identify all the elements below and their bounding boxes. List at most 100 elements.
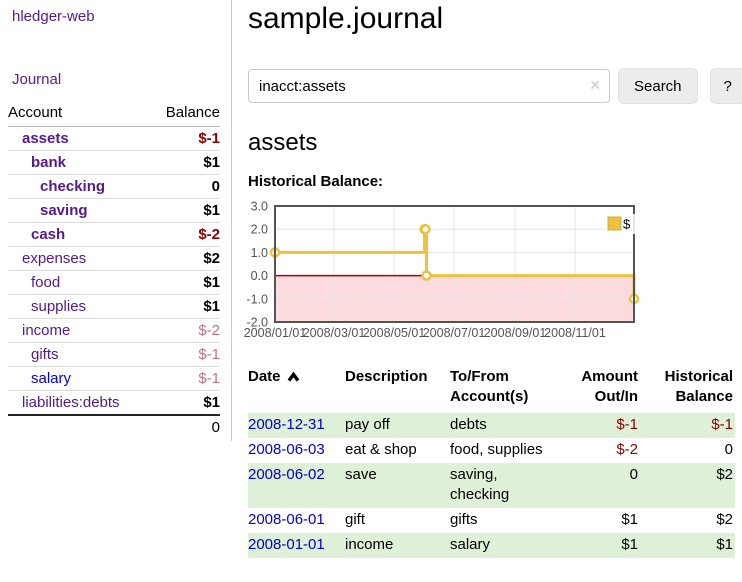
account-balance: $-2 — [150, 318, 220, 343]
account-link-salary[interactable]: salary — [31, 370, 72, 387]
account-link-gifts[interactable]: gifts — [31, 346, 59, 363]
register-row: 2008-06-01 gift gifts $1 $2 — [248, 508, 735, 533]
transaction-balance: 0 — [724, 441, 733, 458]
register-row: 2008-06-03 eat & shop food, supplies $-2 0 — [248, 438, 735, 463]
account-link-income[interactable]: income — [22, 322, 71, 339]
svg-text:2008/11/01: 2008/11/01 — [544, 326, 606, 340]
transaction-amount: $-2 — [616, 441, 638, 458]
transaction-accounts: saving, checking — [450, 463, 562, 508]
app-brand: hledger-web — [12, 8, 231, 25]
transaction-date-cell: 2008-12-31 — [248, 413, 345, 438]
transaction-date-link[interactable]: 2008-06-02 — [248, 466, 325, 483]
account-link-supplies[interactable]: supplies — [31, 298, 87, 315]
account-row: assets $-1 — [8, 126, 220, 151]
help-button[interactable]: ? — [709, 68, 742, 104]
historical-balance-chart: 3.0 2.0 1.0 0.0 -1.0 -2.02008/01/012008/03/01… — [244, 200, 640, 340]
transaction-balance: $2 — [716, 511, 733, 528]
transaction-date-cell: 2008-06-02 — [248, 463, 345, 508]
transaction-amount: $1 — [562, 533, 640, 558]
transaction-date-link[interactable]: 2008-01-01 — [248, 536, 325, 553]
transaction-balance: $-1 — [640, 413, 735, 438]
transaction-amount: $1 — [621, 511, 638, 528]
svg-text:2008/05/01: 2008/05/01 — [363, 326, 426, 340]
search-bar: ✕ Search ? — [248, 68, 742, 104]
account-row: liabilities:debts $1 — [8, 390, 220, 416]
account-balance: $1 — [150, 150, 220, 175]
register-table-body: 2008-12-31 pay off debts $-1 $-1 2008-06-03 ea… — [248, 413, 735, 558]
account-link-cash[interactable]: cash — [31, 226, 66, 243]
app: hledger-web Journal Account Balance asse… — [0, 0, 742, 558]
accounts-header-row: Account Balance — [8, 101, 220, 127]
search-input[interactable] — [248, 69, 610, 103]
transaction-accounts: gifts — [450, 511, 478, 528]
transaction-balance: $1 — [640, 533, 735, 558]
account-heading: assets — [248, 129, 318, 156]
register-header-amount: Amount Out/In — [581, 368, 638, 405]
account-link-checking[interactable]: checking — [40, 178, 106, 195]
transaction-date-cell: 2008-01-01 — [248, 533, 345, 558]
account-balance: $-2 — [150, 222, 220, 247]
register-header-description: Description — [345, 368, 428, 385]
transaction-date-link[interactable]: 2008-12-31 — [248, 416, 325, 433]
transaction-description: eat & shop — [345, 441, 417, 458]
transaction-description: save — [345, 463, 450, 508]
brand-link[interactable]: hledger-web — [12, 8, 95, 25]
svg-text:3.0: 3.0 — [251, 200, 268, 214]
account-link-bank[interactable]: bank — [31, 154, 67, 171]
clear-search-icon[interactable]: ✕ — [589, 77, 601, 93]
svg-text:$: $ — [623, 217, 631, 232]
svg-text:0.0: 0.0 — [251, 269, 268, 283]
account-row: bank $1 — [8, 150, 220, 175]
account-row: saving $1 — [8, 198, 220, 223]
transaction-date-link[interactable]: 2008-06-01 — [248, 511, 325, 528]
transaction-description: income — [345, 533, 450, 558]
sidebar-item-journal[interactable]: Journal — [12, 71, 62, 88]
account-link-liabilities-debts[interactable]: liabilities:debts — [22, 394, 120, 411]
register-header-date[interactable]: Date — [248, 365, 345, 413]
account-link-expenses[interactable]: expenses — [22, 250, 87, 267]
account-balance: $1 — [150, 270, 220, 295]
account-balance: $1 — [150, 294, 220, 319]
register-header-balance: Historical Balance — [664, 368, 733, 405]
accounts-header-balance: Balance — [150, 101, 220, 127]
account-link-assets[interactable]: assets — [22, 130, 69, 147]
svg-text:-2.0: -2.0 — [246, 316, 268, 330]
account-row: expenses $2 — [8, 246, 220, 271]
register-row: 2008-06-02 save saving, checking 0 $2 — [248, 463, 735, 508]
transaction-date-cell: 2008-06-01 — [248, 508, 345, 533]
transaction-description: gift — [345, 511, 366, 528]
transaction-date-link[interactable]: 2008-06-03 — [248, 441, 325, 458]
main-content: sample.journal ✕ Search ? assets Histori… — [232, 0, 742, 558]
sidebar: hledger-web Journal Account Balance asse… — [0, 0, 232, 441]
account-row: cash $-2 — [8, 222, 220, 247]
transaction-amount: $-1 — [562, 413, 640, 438]
account-balance: $2 — [150, 246, 220, 271]
register-row: 2008-12-31 pay off debts $-1 $-1 — [248, 413, 735, 438]
search-button[interactable]: Search — [618, 68, 698, 104]
accounts-table: Account Balance assets $-1 bank $1 checking 0… — [8, 101, 220, 439]
account-link-saving[interactable]: saving — [40, 202, 88, 219]
accounts-total-spacer — [8, 414, 151, 439]
account-row: checking 0 — [8, 174, 220, 199]
accounts-total-value: 0 — [150, 414, 220, 439]
sort-ascending-icon — [287, 371, 299, 382]
svg-text:2.0: 2.0 — [251, 223, 268, 237]
search-input-wrap: ✕ — [248, 69, 610, 103]
svg-text:2008/03/01: 2008/03/01 — [303, 326, 366, 340]
account-link-food[interactable]: food — [31, 274, 61, 291]
register-header-accounts: To/From Account(s) — [450, 368, 529, 405]
register-table: Date Description To/From Account(s) Amou… — [248, 365, 735, 558]
transaction-balance: $2 — [640, 463, 735, 508]
svg-text:-1.0: -1.0 — [246, 292, 268, 306]
transaction-amount: 0 — [562, 463, 640, 508]
account-balance: $1 — [150, 198, 220, 223]
transaction-accounts: debts — [450, 413, 562, 438]
register-header-row: Date Description To/From Account(s) Amou… — [248, 365, 735, 413]
accounts-table-body: assets $-1 bank $1 checking 0 saving $1 cash $-2 e… — [8, 126, 220, 416]
account-row: income $-2 — [8, 318, 220, 343]
account-balance: $-1 — [150, 126, 220, 151]
page-title: sample.journal — [248, 2, 444, 35]
account-row: food $1 — [8, 270, 220, 295]
svg-text:1.0: 1.0 — [251, 246, 268, 260]
account-row: salary $-1 — [8, 366, 220, 391]
